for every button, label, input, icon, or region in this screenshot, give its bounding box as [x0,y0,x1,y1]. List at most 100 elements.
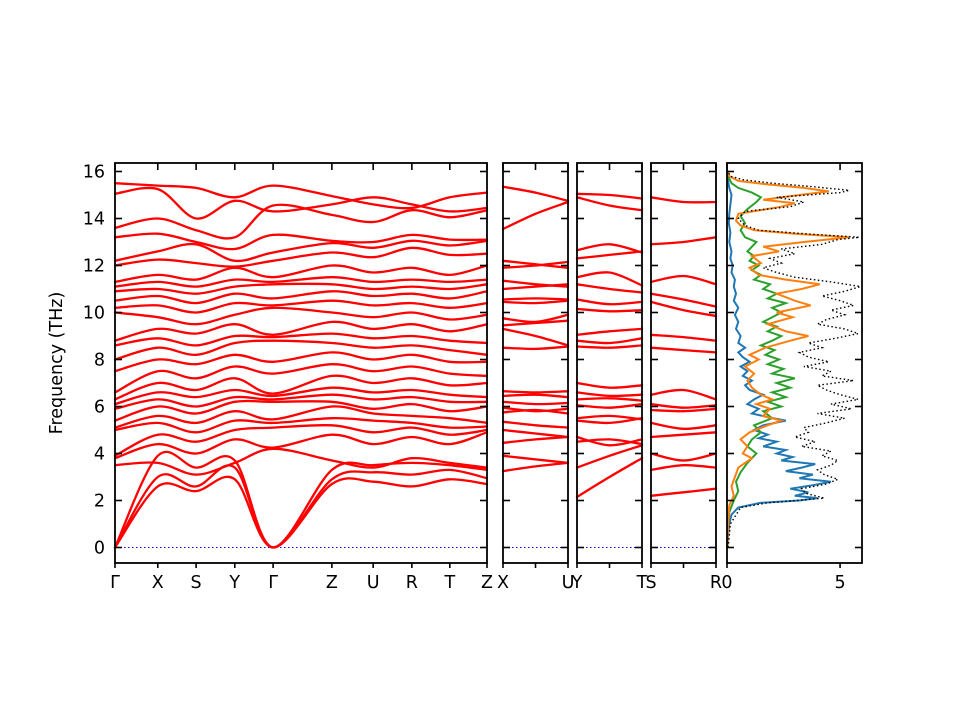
phonon-band-line [575,391,644,398]
phonon-band-line [575,457,644,499]
phonon-band-line [113,276,489,288]
phonon-band-line [649,431,718,439]
kpoint-label: X [152,573,164,593]
panel-border [502,162,569,564]
phonon-band-line [501,279,570,288]
y-tick-label: 14 [83,209,105,229]
phonon-band-line [113,264,489,284]
kpoint-label: Γ [268,573,278,593]
phonon-band-line [649,292,718,308]
y-tick-label: 2 [94,491,105,511]
kpoint-label: Y [571,573,583,593]
phonon-band-line [575,397,644,402]
phonon-band-line [575,196,644,212]
kpoint-label: T [636,573,648,593]
phonon-band-line [649,196,718,204]
phonon-band-line [501,200,570,231]
y-tick-label: 10 [83,303,105,323]
phonon-band-line [575,283,644,294]
phonon-band-line [649,464,718,472]
phonon-band-line [649,236,718,246]
kpoint-label: U [562,573,575,593]
panel-border [650,162,717,564]
phonon-band-line [113,363,489,394]
phonon-band-line [113,332,489,347]
panel-border [726,162,863,564]
phonon-band-line [501,319,570,327]
phonon-band-line [113,282,489,295]
phonon-band-line [113,450,489,549]
phonon-band-line [575,243,644,254]
phonon-band-line [575,381,644,389]
phonon-band-line [113,186,489,220]
y-tick-label: 6 [94,397,105,417]
phonon-band-line [113,464,489,549]
phonon-band-line [575,298,644,306]
phonon-band-line [113,299,489,314]
phonon-band-line [649,407,718,413]
dos-x-tick-label: 5 [834,573,845,593]
phonon-band-line [113,423,489,457]
kpoint-label: Γ [110,573,120,593]
phonon-band-line [501,435,570,445]
phonon-band-line [501,400,570,406]
phonon-band-line [501,393,570,399]
phonon-band-line [649,300,718,318]
phonon-band-line [113,306,489,326]
kpoint-label: R [406,573,418,593]
phonon-band-line [113,290,489,305]
phonon-band-line [649,388,718,401]
phonon-band-line [575,250,644,260]
phonon-band-line [113,399,489,422]
panel-border [114,162,488,564]
kpoint-label: S [645,573,656,593]
phonon-band-line [575,337,644,345]
kpoint-label: X [497,573,509,593]
phonon-band-line [113,386,489,406]
y-tick-label: 8 [94,350,105,370]
dos-curve-blue [726,171,832,548]
dos-x-tick-label: 0 [721,573,732,593]
dos-curve-total-dotted [727,171,861,548]
phonon-band-line [649,421,718,430]
kpoint-label: S [191,573,202,593]
kpoint-label: Z [326,573,338,593]
phonon-band-line [501,297,570,301]
phonon-band-line [575,438,644,446]
kpoint-label: Z [481,573,493,593]
phonon-band-line [649,452,718,462]
dos-curve-orange [726,171,850,548]
phonon-band-line [113,232,489,251]
phonon-band-line [575,402,644,409]
phonon-band-line [501,406,570,413]
phonon-band-line [501,420,570,429]
dos-curve-green [726,171,796,548]
phonon-band-line [575,327,644,336]
phonon-band-line [113,239,489,263]
panel-border [576,162,643,564]
phonon-band-line [575,307,644,313]
phonon-band-line [501,390,570,394]
phonon-band-line [113,351,489,373]
y-tick-label: 4 [94,444,105,464]
y-tick-label: 12 [83,256,105,276]
y-axis-label: Frequency (THz) [47,291,67,435]
phonon-band-line [649,346,718,354]
phonon-band-line [113,182,489,210]
phonon-band-line [113,393,489,410]
phonon-band-line [501,428,570,439]
phonon-band-line [113,447,489,476]
phonon-band-line [575,444,644,469]
phonon-band-line [649,402,718,409]
phonon-band-line [649,274,718,286]
phonon-band-line [113,475,489,549]
phonon-band-line [501,283,570,291]
phonon-band-line [501,327,570,347]
phonon-band-line [575,435,644,447]
phonon-band-line [649,487,718,497]
kpoint-label: U [367,573,380,593]
phonon-band-line [113,405,489,429]
phonon-band-line [113,431,489,460]
